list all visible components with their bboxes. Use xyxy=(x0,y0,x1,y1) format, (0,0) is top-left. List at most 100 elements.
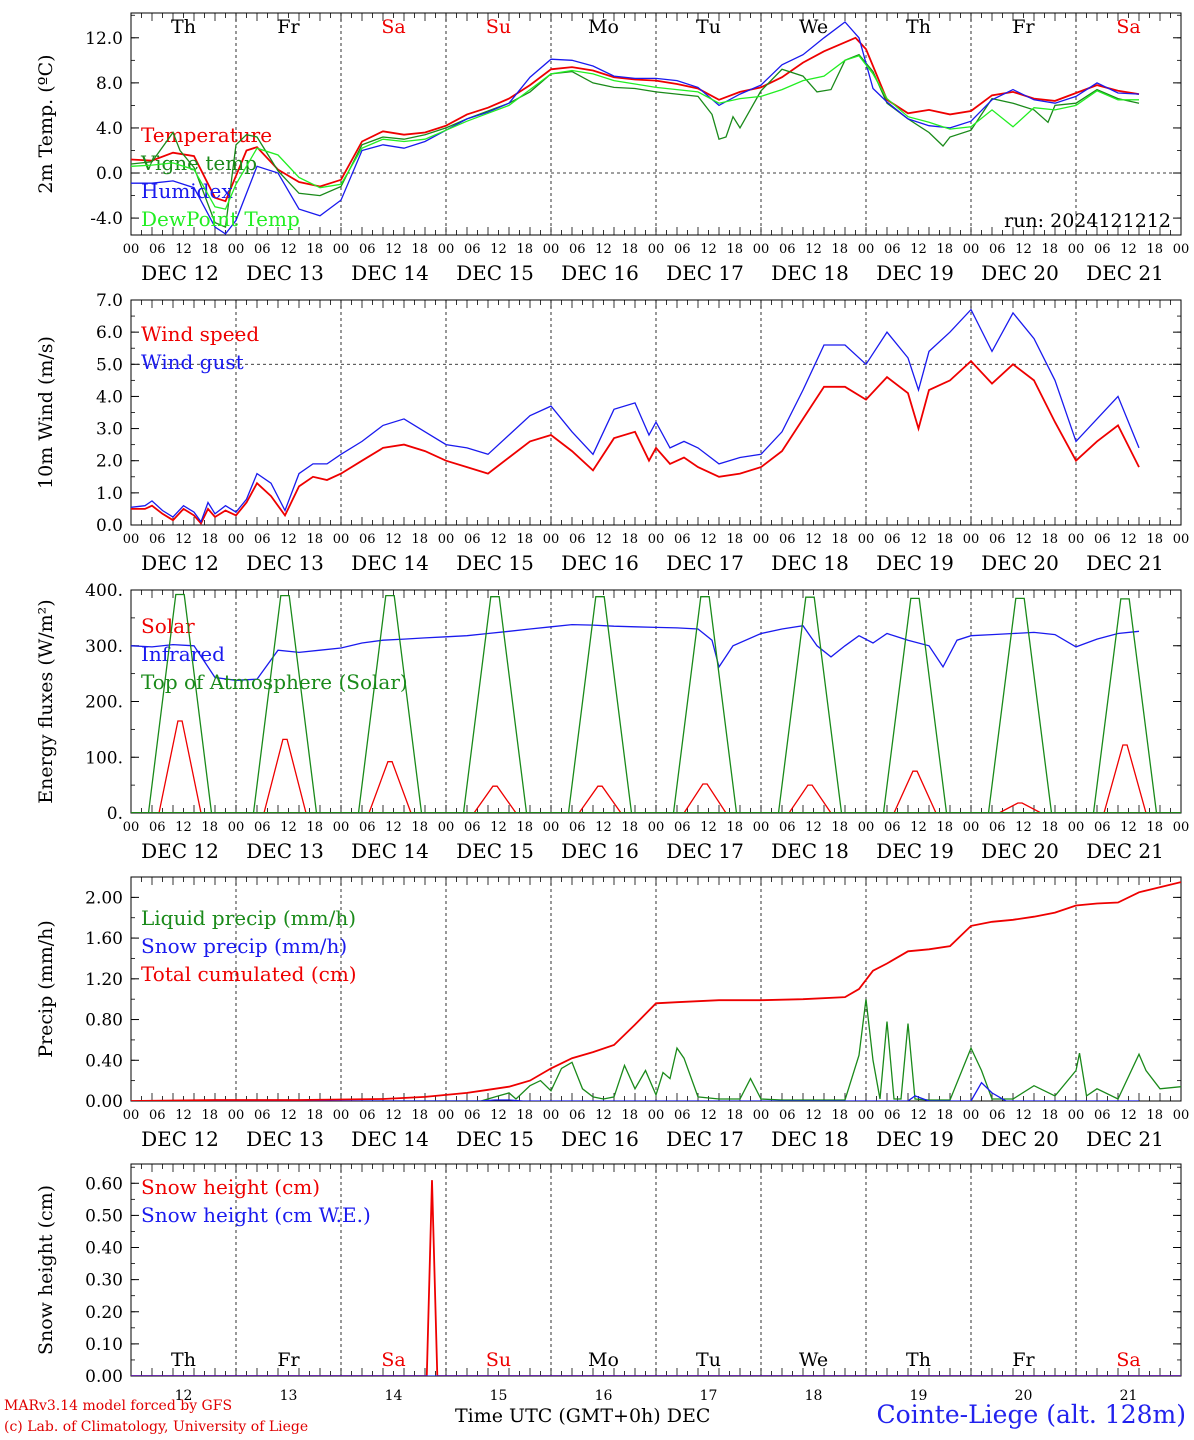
x-hour-label: 00 xyxy=(228,532,245,547)
x-hour-label: 12 xyxy=(595,820,612,835)
x-hour-label: 06 xyxy=(779,532,796,547)
x-hour-label: 18 xyxy=(1041,1108,1058,1123)
x-hour-label: 00 xyxy=(1173,532,1190,547)
weekday-label: Fr xyxy=(1012,16,1035,38)
legend-entry: Snow height (cm) xyxy=(141,1175,320,1199)
x-hour-label: 12 xyxy=(1120,820,1137,835)
day-number-label: 17 xyxy=(700,1388,718,1404)
model-credit: MARv3.14 model forced by GFS xyxy=(4,1398,233,1414)
series-line xyxy=(131,720,1181,813)
x-date-label: DEC 20 xyxy=(981,551,1059,575)
series-line xyxy=(131,308,1140,524)
y-tick-label: 4.0 xyxy=(96,387,123,407)
x-date-label: DEC 14 xyxy=(351,551,429,575)
x-hour-label: 12 xyxy=(1015,242,1032,257)
x-hour-label: 12 xyxy=(280,820,297,835)
y-tick-label: 0.50 xyxy=(85,1206,123,1226)
x-hour-label: 18 xyxy=(201,242,218,257)
x-hour-label: 06 xyxy=(989,1108,1006,1123)
y-tick-label: 8.0 xyxy=(96,74,123,94)
y-tick-label: 400. xyxy=(85,581,123,601)
x-hour-label: 12 xyxy=(1120,1108,1137,1123)
x-date-label: DEC 12 xyxy=(141,551,219,575)
legend-entry: Liquid precip (mm/h) xyxy=(141,906,356,930)
series-line xyxy=(131,623,1140,681)
weekday-label: Sa xyxy=(1116,16,1140,38)
x-hour-label: 18 xyxy=(516,532,533,547)
x-hour-label: 06 xyxy=(1094,820,1111,835)
x-hour-label: 12 xyxy=(175,1108,192,1123)
x-date-label: DEC 21 xyxy=(1086,1127,1164,1151)
x-hour-label: 06 xyxy=(149,1108,166,1123)
x-hour-label: 00 xyxy=(753,1108,770,1123)
series-line xyxy=(131,999,1181,1101)
day-number-label: 20 xyxy=(1015,1388,1033,1404)
x-date-label: DEC 19 xyxy=(876,839,954,863)
x-hour-label: 12 xyxy=(910,820,927,835)
y-tick-label: 1.0 xyxy=(96,484,123,504)
weekday-label: Th xyxy=(906,16,931,38)
legend-entry: Solar xyxy=(141,614,195,638)
x-axis-label-text: Time UTC (GMT+0h) xyxy=(455,1405,661,1427)
day-number-label: 18 xyxy=(805,1388,823,1404)
series-line xyxy=(131,802,1181,813)
x-date-label: DEC 18 xyxy=(771,839,849,863)
x-hour-label: 18 xyxy=(201,532,218,547)
series-line xyxy=(131,55,1139,210)
x-hour-label: 18 xyxy=(621,820,638,835)
x-hour-label: 00 xyxy=(228,820,245,835)
x-hour-label: 06 xyxy=(464,532,481,547)
x-date-label: DEC 12 xyxy=(141,839,219,863)
weekday-label: Th xyxy=(171,16,196,38)
x-date-label: DEC 13 xyxy=(246,1127,324,1151)
y-tick-label: 0.40 xyxy=(85,1239,123,1259)
x-hour-label: 06 xyxy=(149,242,166,257)
x-hour-label: 18 xyxy=(1041,242,1058,257)
x-hour-label: 06 xyxy=(674,820,691,835)
x-hour-label: 00 xyxy=(963,242,980,257)
x-hour-label: 18 xyxy=(201,1108,218,1123)
x-hour-label: 18 xyxy=(831,1108,848,1123)
weekday-label: Tu xyxy=(696,1349,721,1371)
x-hour-label: 00 xyxy=(438,820,455,835)
series-line xyxy=(131,21,1140,235)
x-hour-label: 06 xyxy=(149,820,166,835)
legend-entry: Total cumulated (cm) xyxy=(141,962,357,986)
legend-entry: Top of Atmosphere (Solar) xyxy=(141,670,408,694)
x-hour-label: 06 xyxy=(779,820,796,835)
weekday-label: Sa xyxy=(381,1349,405,1371)
x-hour-label: 00 xyxy=(963,532,980,547)
y-tick-label: -4.0 xyxy=(90,209,123,229)
x-hour-label: 06 xyxy=(779,242,796,257)
series-line xyxy=(131,881,1181,1101)
x-date-label: DEC 12 xyxy=(141,1127,219,1151)
x-hour-label: 06 xyxy=(569,1108,586,1123)
x-hour-label: 18 xyxy=(726,1108,743,1123)
y-tick-label: 0.00 xyxy=(85,1367,123,1387)
x-hour-label: 18 xyxy=(831,820,848,835)
y-tick-label: 5.0 xyxy=(96,355,123,375)
day-number-label: 12 xyxy=(175,1388,193,1404)
x-hour-label: 06 xyxy=(569,242,586,257)
x-hour-label: 18 xyxy=(621,532,638,547)
x-hour-label: 00 xyxy=(753,242,770,257)
series-line xyxy=(131,770,1181,813)
x-hour-label: 18 xyxy=(306,242,323,257)
x-hour-label: 18 xyxy=(516,1108,533,1123)
x-hour-label: 18 xyxy=(936,532,953,547)
series-line xyxy=(131,1180,1181,1376)
day-number-label: 15 xyxy=(490,1388,508,1404)
x-hour-label: 00 xyxy=(123,532,140,547)
legend-entry: Wind speed xyxy=(141,322,259,346)
x-axis-unit: DEC xyxy=(666,1405,711,1427)
x-hour-label: 06 xyxy=(989,532,1006,547)
x-hour-label: 06 xyxy=(464,820,481,835)
x-hour-label: 00 xyxy=(1068,242,1085,257)
x-hour-label: 00 xyxy=(963,820,980,835)
y-tick-label: 1.60 xyxy=(85,929,123,949)
y-tick-label: 200. xyxy=(85,693,123,713)
x-hour-label: 00 xyxy=(543,820,560,835)
x-hour-label: 18 xyxy=(306,820,323,835)
x-hour-label: 18 xyxy=(831,532,848,547)
x-hour-label: 06 xyxy=(674,532,691,547)
